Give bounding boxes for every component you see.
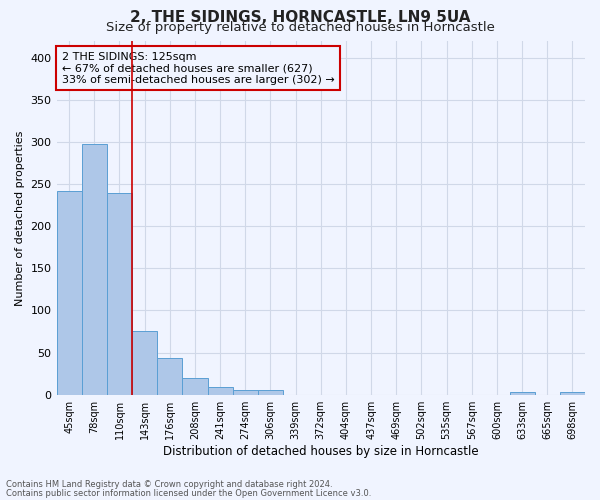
Text: 2, THE SIDINGS, HORNCASTLE, LN9 5UA: 2, THE SIDINGS, HORNCASTLE, LN9 5UA: [130, 10, 470, 25]
Text: Contains public sector information licensed under the Open Government Licence v3: Contains public sector information licen…: [6, 489, 371, 498]
Bar: [258, 390, 283, 394]
Bar: [509, 392, 535, 394]
Text: 2 THE SIDINGS: 125sqm
← 67% of detached houses are smaller (627)
33% of semi-det: 2 THE SIDINGS: 125sqm ← 67% of detached …: [62, 52, 335, 85]
Bar: [182, 378, 208, 394]
Bar: [208, 387, 233, 394]
Bar: [132, 330, 157, 394]
Bar: [157, 358, 182, 395]
Bar: [560, 392, 585, 394]
Y-axis label: Number of detached properties: Number of detached properties: [15, 130, 25, 306]
Text: Contains HM Land Registry data © Crown copyright and database right 2024.: Contains HM Land Registry data © Crown c…: [6, 480, 332, 489]
X-axis label: Distribution of detached houses by size in Horncastle: Distribution of detached houses by size …: [163, 444, 479, 458]
Bar: [82, 144, 107, 394]
Bar: [233, 390, 258, 394]
Text: Size of property relative to detached houses in Horncastle: Size of property relative to detached ho…: [106, 22, 494, 35]
Bar: [107, 192, 132, 394]
Bar: [56, 191, 82, 394]
